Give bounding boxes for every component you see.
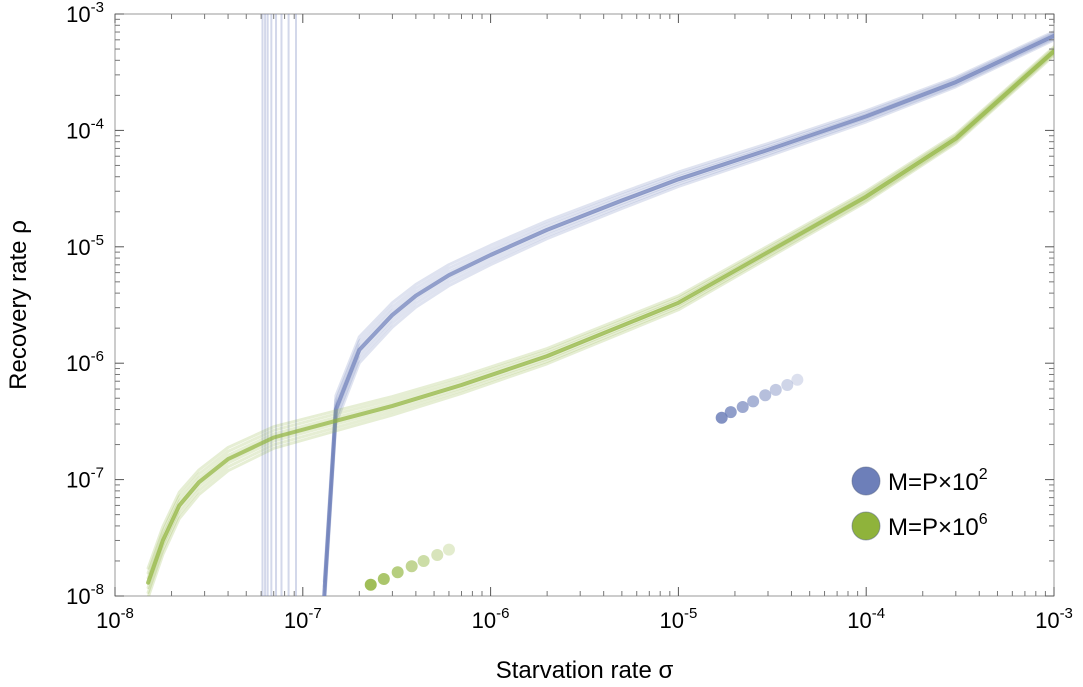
x-tick-label: 10-8	[96, 605, 134, 633]
x-tick-label: 10-3	[1035, 605, 1073, 633]
series-band-line	[146, 45, 1054, 570]
data-point	[715, 411, 728, 424]
legend-label: M=P×102	[888, 466, 988, 496]
y-axis-title: Recovery rate ρ	[5, 220, 32, 390]
data-point	[377, 572, 390, 585]
series-1	[261, 14, 1054, 596]
y-tick-label: 10-5	[66, 232, 104, 260]
y-tick-label: 10-4	[66, 115, 104, 143]
data-point	[442, 543, 455, 556]
data-point	[724, 406, 737, 419]
series-2	[146, 45, 1054, 596]
data-point	[417, 554, 430, 567]
series-line	[322, 33, 1054, 596]
legend-marker	[851, 466, 881, 496]
data-point	[759, 389, 772, 402]
data-point	[781, 378, 794, 391]
series-band-line	[146, 46, 1054, 575]
data-point	[364, 578, 377, 591]
legend-marker	[851, 511, 881, 541]
series-band-line	[322, 30, 1054, 583]
legend: M=P×102 M=P×106	[851, 466, 988, 541]
x-tick-label: 10-4	[847, 605, 885, 633]
series-band-line	[146, 53, 1054, 596]
plot-area	[114, 13, 1055, 597]
y-tick-label: 10-8	[66, 581, 104, 609]
legend-item: M=P×102	[851, 466, 988, 496]
series-layer	[146, 14, 1054, 596]
y-tick-label: 10-7	[66, 465, 104, 493]
data-point	[769, 383, 782, 396]
data-point	[431, 549, 444, 562]
series-line	[146, 49, 1054, 585]
series-band-line	[322, 31, 1054, 588]
y-tick-label: 10-6	[66, 348, 104, 376]
legend-label: M=P×106	[888, 511, 988, 541]
series-band-line	[323, 38, 1054, 596]
data-point	[736, 401, 749, 414]
data-point	[405, 560, 418, 573]
y-tick-label: 10-3	[66, 0, 104, 27]
axes-layer: 10-8 10-7 10-6 10-5 10-4 10-3 10-8 10-7 10-6 10-5…	[5, 0, 1073, 684]
series-band-line	[146, 52, 1054, 594]
x-axis-title: Starvation rate σ	[496, 657, 674, 684]
data-point	[747, 395, 760, 408]
x-tick-label: 10-5	[659, 605, 697, 633]
x-tick-label: 10-7	[284, 605, 322, 633]
plot-frame	[114, 13, 1055, 597]
data-point	[791, 373, 804, 386]
series-band-line	[323, 37, 1054, 596]
x-tick-label: 10-6	[472, 605, 510, 633]
data-point	[391, 566, 404, 579]
legend-item: M=P×106	[851, 511, 988, 541]
